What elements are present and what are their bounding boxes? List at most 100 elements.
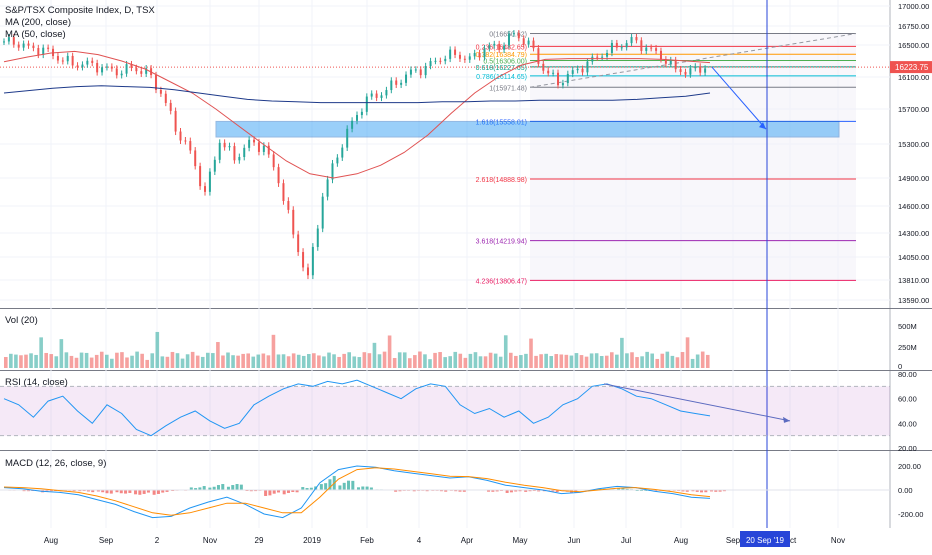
candle-body [552, 73, 554, 74]
volume-bar [34, 355, 38, 368]
volume-bar [423, 354, 427, 368]
ma50-legend[interactable]: MA (50, close) [5, 29, 155, 41]
candle-body [390, 80, 392, 90]
volume-bar [499, 357, 503, 368]
candle-body [263, 146, 265, 152]
macd-histogram-bar [361, 486, 364, 490]
price-tick-label: 17000.00 [898, 2, 929, 11]
volume-bar [443, 357, 447, 368]
volume-bar [625, 353, 629, 368]
candle-body [126, 64, 128, 73]
rsi-pane-label: RSI (14, close) [5, 377, 68, 388]
volume-bar [95, 355, 99, 368]
candle-body [488, 46, 490, 49]
volume-bar [231, 355, 235, 368]
volume-bar [14, 355, 18, 368]
candle-body [62, 60, 64, 61]
candle-body [351, 121, 353, 129]
candle-body [596, 57, 598, 58]
volume-bar [75, 358, 79, 368]
volume-bar [448, 356, 452, 368]
candle-body [170, 103, 172, 111]
macd-histogram-bar [273, 490, 276, 494]
candle-body [616, 43, 618, 48]
candle-body [268, 146, 270, 155]
volume-bar [100, 352, 104, 368]
macd-histogram-bar [138, 490, 141, 495]
macd-histogram-bar [134, 490, 137, 494]
volume-bar [373, 343, 377, 368]
candle-body [356, 115, 358, 121]
candle-body [189, 141, 191, 150]
volume-bar [161, 356, 165, 368]
volume-bar [29, 353, 33, 368]
candle-body [140, 71, 142, 74]
fib-background [530, 34, 856, 281]
rsi-tick-label: 80.00 [898, 370, 917, 379]
candle-body [508, 34, 510, 46]
volume-bar [337, 357, 341, 368]
volume-bar [388, 335, 392, 368]
candle-body [209, 172, 211, 192]
volume-bar [60, 339, 64, 368]
candle-body [444, 59, 446, 61]
candle-body [361, 112, 363, 115]
candle-body [430, 61, 432, 66]
candle-body [121, 74, 123, 76]
candle-body [542, 64, 544, 71]
volume-bar [610, 352, 614, 368]
price-tick-label: 16100.00 [898, 73, 929, 82]
candle-body [376, 94, 378, 98]
candle-body [631, 37, 633, 43]
candle-body [47, 48, 49, 49]
macd-histogram-bar [231, 485, 234, 490]
volume-bar [620, 338, 624, 368]
candle-body [322, 197, 324, 229]
candle-body [572, 70, 574, 74]
price-tick-label: 14900.00 [898, 174, 929, 183]
volume-bar [514, 356, 518, 368]
candle-body [567, 74, 569, 83]
ma200-legend[interactable]: MA (200, close) [5, 17, 155, 29]
candle-body [684, 72, 686, 75]
candle-body [214, 160, 216, 172]
volume-bar [140, 354, 144, 368]
candle-body [483, 48, 485, 57]
time-tick-label: Apr [461, 536, 474, 545]
fib-level-label: 2.618(14888.98) [476, 177, 527, 184]
volume-bar [327, 353, 331, 368]
macd-histogram-bar [264, 490, 267, 496]
volume-bar [4, 357, 8, 368]
volume-bar [347, 352, 351, 368]
volume-bar [413, 355, 417, 368]
volume-bar [661, 354, 665, 368]
volume-bar [534, 356, 538, 368]
candle-body [184, 140, 186, 141]
volume-bar [524, 354, 528, 368]
volume-bar [277, 354, 281, 368]
time-tick-label: 4 [417, 536, 422, 545]
volume-bar [464, 358, 468, 368]
volume-bar [201, 357, 205, 368]
volume-bar [428, 359, 432, 368]
price-tick-label: 16500.00 [898, 41, 929, 50]
candle-body [248, 140, 250, 148]
candle-body [660, 51, 662, 59]
macd-histogram-bar [124, 490, 127, 494]
candle-body [626, 43, 628, 47]
volume-bar [595, 353, 599, 368]
candle-body [28, 44, 30, 46]
volume-bar [216, 342, 220, 368]
volume-bar [398, 352, 402, 368]
volume-bar [352, 356, 356, 368]
rsi-tick-label: 60.00 [898, 395, 917, 404]
volume-bar [494, 354, 498, 368]
volume-bar [630, 352, 634, 368]
volume-bar [539, 354, 543, 368]
volume-bar [206, 353, 210, 368]
candle-body [518, 33, 520, 38]
volume-bar [696, 354, 700, 368]
volume-bar [110, 359, 114, 368]
candle-body [307, 267, 309, 275]
